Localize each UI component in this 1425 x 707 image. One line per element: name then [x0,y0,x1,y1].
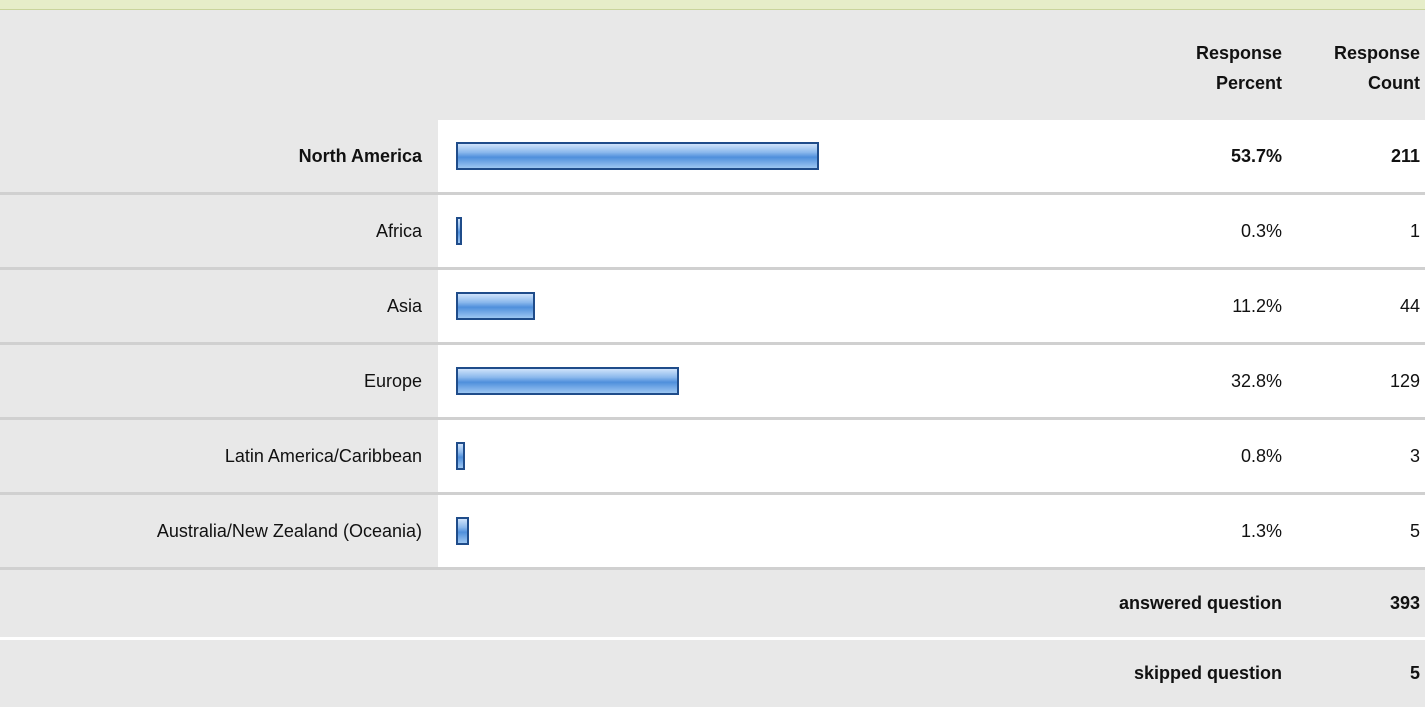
bar [456,517,469,545]
bar [456,292,535,320]
label-cell [0,345,438,420]
row-label: Asia [386,295,422,316]
header-count: Response Count [1333,43,1420,93]
response-percent: 11.2% [1232,295,1282,316]
row-label: North America [298,145,422,166]
response-percent: 0.8% [1240,445,1282,466]
row-label: Latin America/Caribbean [224,445,422,466]
response-count: 5 [1409,520,1420,541]
summary-count: 5 [1409,663,1420,683]
label-cell [0,420,438,495]
response-count: 3 [1409,445,1420,466]
row-separator [0,417,1425,420]
summary-label: skipped question [1133,663,1282,683]
row-label: Europe [363,370,422,391]
top-strip [0,0,1425,10]
row-label: Africa [375,220,422,241]
header-percent: Response Percent [1195,43,1282,93]
response-percent: 32.8% [1230,370,1282,391]
summary-label: answered question [1118,593,1282,613]
summary-row [0,570,1425,637]
bar [456,367,680,395]
response-count: 1 [1409,220,1420,241]
response-count: 44 [1399,295,1420,316]
response-percent: 53.7% [1230,145,1282,166]
bar [456,217,462,245]
label-cell [0,195,438,270]
label-cell [0,495,438,570]
row-separator [0,567,1425,570]
row-separator [0,267,1425,270]
response-count: 211 [1390,145,1420,166]
row-separator [0,192,1425,195]
header-row [0,10,1425,120]
row-label: Australia/New Zealand (Oceania) [156,520,422,541]
summary-row [0,640,1425,707]
bar [456,142,820,170]
response-percent: 0.3% [1240,220,1282,241]
response-count: 129 [1389,370,1420,391]
summary-count: 393 [1389,593,1420,613]
row-separator [0,492,1425,495]
label-cell [0,120,438,195]
response-percent: 1.3% [1240,520,1282,541]
label-cell [0,270,438,345]
bar [456,442,466,470]
row-separator [0,342,1425,345]
